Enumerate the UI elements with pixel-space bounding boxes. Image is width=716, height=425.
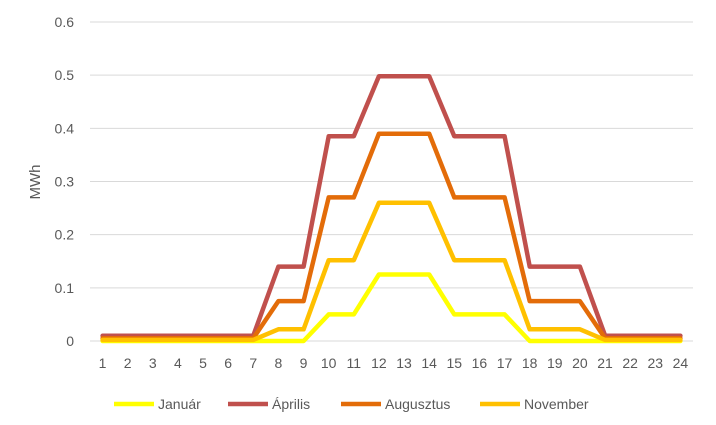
legend-label: November <box>524 396 589 412</box>
x-tick-label: 19 <box>547 355 563 371</box>
y-axis-tick-labels: 0 0.1 0.2 0.3 0.4 0.5 0.6 <box>55 14 75 349</box>
x-tick-label: 14 <box>421 355 437 371</box>
legend-item: Április <box>228 396 310 412</box>
x-tick-label: 2 <box>124 355 132 371</box>
x-tick-label: 12 <box>371 355 387 371</box>
legend-item: Augusztus <box>341 396 450 412</box>
y-tick-label: 0.1 <box>55 280 75 296</box>
y-tick-label: 0.6 <box>55 14 75 30</box>
x-tick-label: 16 <box>472 355 488 371</box>
x-tick-label: 11 <box>347 355 362 371</box>
x-tick-label: 17 <box>497 355 513 371</box>
x-tick-label: 20 <box>572 355 588 371</box>
x-tick-label: 21 <box>597 355 613 371</box>
y-tick-label: 0.4 <box>55 120 75 136</box>
x-tick-label: 7 <box>249 355 257 371</box>
x-tick-label: 3 <box>149 355 157 371</box>
series-line <box>100 200 683 343</box>
gridlines <box>90 21 693 342</box>
x-tick-label: 8 <box>275 355 283 371</box>
y-axis-title: MWh <box>27 165 44 200</box>
x-axis-tick-labels: 1 2 3 4 5 6 7 8 9 10 11 12 13 14 15 16 17 18 19 20 21 22 23 24 <box>99 355 689 371</box>
legend-label: Január <box>158 396 201 412</box>
legend-label: Augusztus <box>385 396 450 412</box>
x-tick-label: 23 <box>648 355 664 371</box>
y-tick-label: 0.3 <box>55 174 75 190</box>
series-lines <box>100 73 683 344</box>
x-tick-label: 18 <box>522 355 538 371</box>
series-line <box>100 73 683 338</box>
x-tick-label: 15 <box>447 355 463 371</box>
x-tick-label: 1 <box>99 355 107 371</box>
x-tick-label: 13 <box>396 355 412 371</box>
x-tick-label: 4 <box>174 355 182 371</box>
legend-item: Január <box>114 396 201 412</box>
x-tick-label: 6 <box>224 355 232 371</box>
legend: Január Április Augusztus November <box>114 396 589 412</box>
x-tick-label: 10 <box>321 355 337 371</box>
y-tick-label: 0 <box>66 333 74 349</box>
y-tick-label: 0.5 <box>55 67 75 83</box>
x-tick-label: 5 <box>199 355 207 371</box>
legend-item: November <box>480 396 589 412</box>
x-tick-label: 9 <box>300 355 308 371</box>
y-tick-label: 0.2 <box>55 227 75 243</box>
legend-label: Április <box>272 396 310 412</box>
x-tick-label: 24 <box>673 355 689 371</box>
x-tick-label: 22 <box>622 355 638 371</box>
